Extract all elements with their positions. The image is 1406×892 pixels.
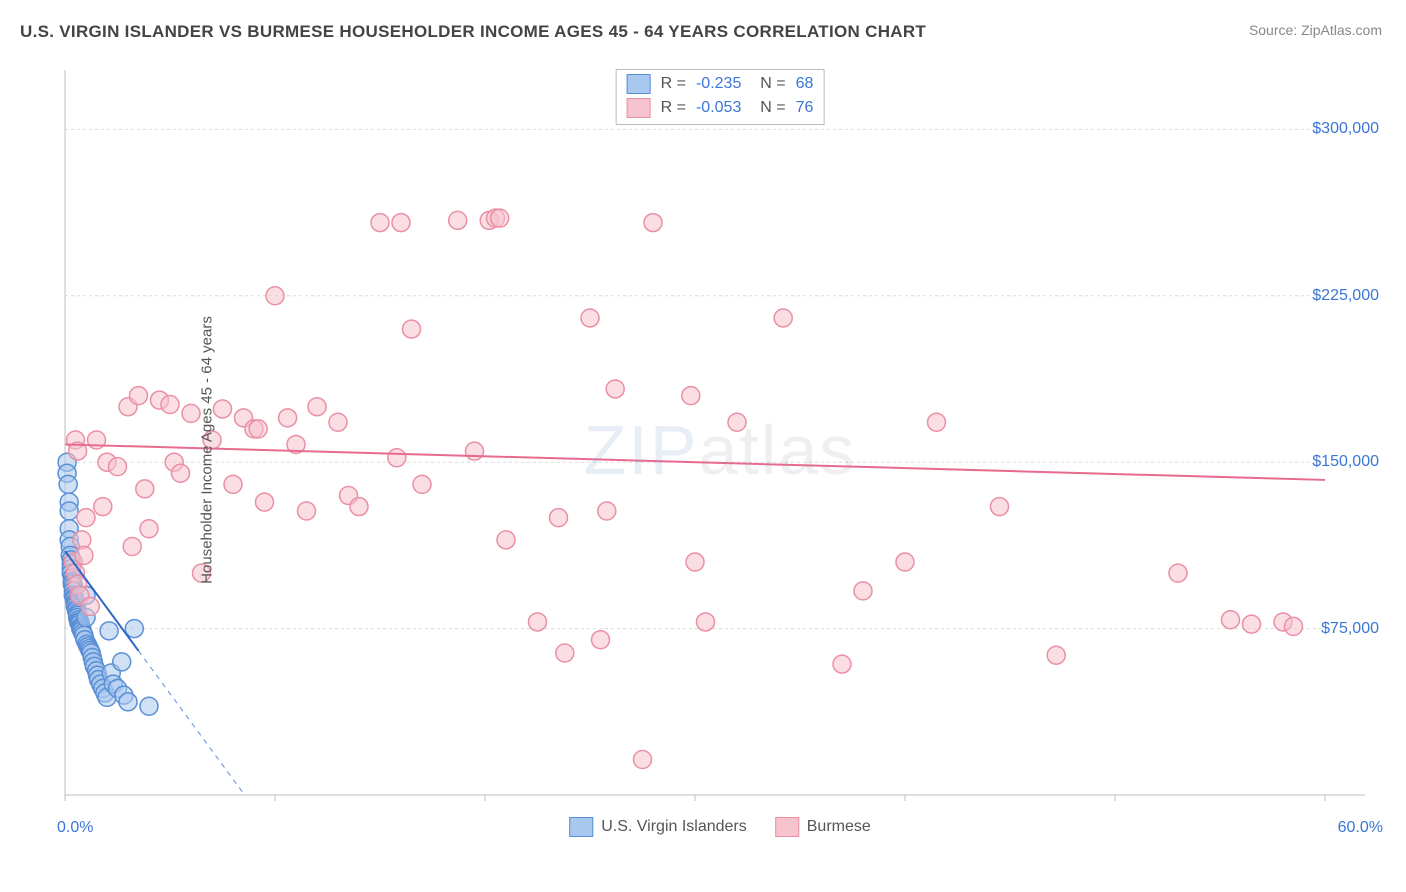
legend-row-burmese: R = -0.053 N = 76	[627, 96, 814, 120]
chart-title: U.S. VIRGIN ISLANDER VS BURMESE HOUSEHOL…	[20, 22, 926, 42]
swatch-burmese-bottom	[775, 817, 799, 837]
swatch-usvi-bottom	[569, 817, 593, 837]
swatch-usvi	[627, 74, 651, 94]
y-axis-label: Householder Income Ages 45 - 64 years	[198, 316, 215, 584]
legend-item-burmese: Burmese	[775, 817, 871, 837]
n-value-usvi: 68	[796, 75, 814, 93]
scatter-plot: Householder Income Ages 45 - 64 years ZI…	[55, 65, 1385, 835]
series-label-usvi: U.S. Virgin Islanders	[601, 818, 747, 836]
y-tick-label: $75,000	[1321, 620, 1379, 638]
x-axis-min-label: 0.0%	[57, 819, 93, 837]
correlation-legend: R = -0.235 N = 68 R = -0.053 N = 76	[616, 69, 825, 125]
r-value-usvi: -0.235	[696, 75, 741, 93]
legend-item-usvi: U.S. Virgin Islanders	[569, 817, 747, 837]
source-attribution: Source: ZipAtlas.com	[1249, 22, 1382, 38]
r-value-burmese: -0.053	[696, 99, 741, 117]
series-label-burmese: Burmese	[807, 818, 871, 836]
legend-row-usvi: R = -0.235 N = 68	[627, 72, 814, 96]
x-axis-max-label: 60.0%	[1338, 819, 1383, 837]
series-legend: U.S. Virgin Islanders Burmese	[569, 817, 871, 837]
y-tick-label: $150,000	[1312, 453, 1379, 471]
plot-svg	[55, 65, 1385, 835]
y-tick-label: $225,000	[1312, 287, 1379, 305]
n-value-burmese: 76	[796, 99, 814, 117]
y-tick-label: $300,000	[1312, 120, 1379, 138]
swatch-burmese	[627, 98, 651, 118]
